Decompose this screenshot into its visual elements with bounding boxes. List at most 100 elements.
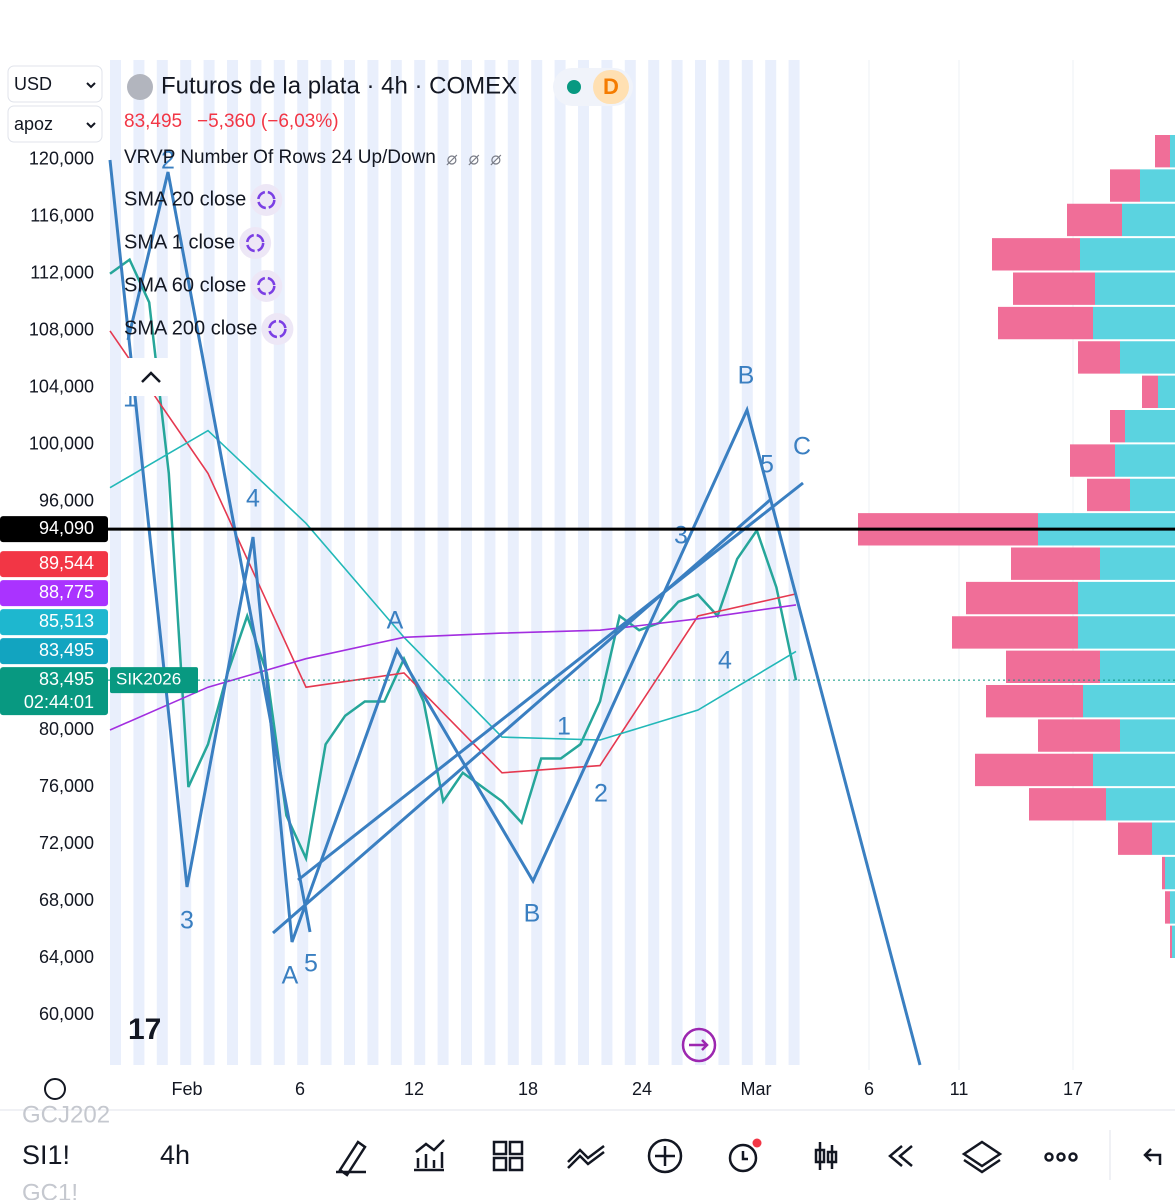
profile-up — [1095, 272, 1175, 305]
profile-down — [1029, 788, 1106, 821]
x-tick-label: 11 — [950, 1079, 969, 1099]
wave-label: 2 — [161, 147, 175, 175]
refresh-icon[interactable] — [257, 276, 276, 296]
more-button[interactable] — [1044, 1152, 1054, 1162]
y-tick-label: 120,000 — [29, 149, 94, 169]
refresh-icon-bg[interactable] — [250, 270, 283, 302]
y-tick-label: 116,000 — [30, 206, 94, 226]
hidden-icon[interactable] — [491, 155, 501, 165]
session-stripe — [367, 60, 379, 1065]
hidden-icon[interactable] — [469, 155, 479, 165]
indicators-button[interactable] — [414, 1139, 445, 1172]
profile-up — [1140, 169, 1175, 202]
profile-up — [1083, 685, 1175, 718]
y-tick-label: 64,000 — [39, 947, 94, 967]
chart-type-button[interactable] — [814, 1142, 838, 1170]
wave-drawings — [108, 159, 922, 1066]
indicator-label[interactable]: SMA 200 close — [124, 317, 257, 339]
collapse-button[interactable] — [125, 358, 175, 396]
profile-down — [986, 685, 1083, 718]
collapse-icon[interactable] — [141, 371, 161, 383]
session-stripe — [344, 60, 355, 1065]
profile-up — [1130, 478, 1175, 512]
add-icon[interactable] — [655, 1146, 675, 1166]
currency[interactable]: USD — [14, 74, 52, 94]
refresh-icon[interactable] — [245, 233, 265, 253]
indicator-label[interactable]: SMA 60 close — [124, 274, 246, 296]
more-button[interactable] — [1056, 1152, 1066, 1162]
session-stripe — [180, 60, 192, 1065]
prev-symbol[interactable]: GCJ202 — [22, 1101, 110, 1128]
jump-button[interactable] — [681, 1027, 717, 1063]
y-tick-label: 68,000 — [39, 890, 94, 910]
layout-button[interactable] — [492, 1140, 524, 1172]
profile-down — [966, 581, 1078, 615]
profile-up — [1120, 341, 1175, 374]
x-tick-label: 24 — [632, 1079, 652, 1099]
jump-icon[interactable] — [689, 1039, 709, 1051]
alert-button[interactable] — [728, 1143, 758, 1173]
profile-up — [1172, 925, 1175, 958]
session-stripe — [227, 60, 238, 1065]
profile-down — [1006, 650, 1100, 683]
countdown: 02:44:01 — [24, 692, 94, 712]
profile-up — [1165, 856, 1175, 890]
hidden-icon[interactable] — [447, 155, 457, 165]
refresh-icon-bg[interactable] — [250, 184, 283, 216]
hidden-icon-slash[interactable] — [468, 154, 480, 166]
wave-label: A — [282, 962, 299, 990]
interval[interactable]: 4h — [160, 1140, 190, 1170]
compare-button[interactable] — [567, 1145, 605, 1169]
session-stripe — [788, 60, 800, 1065]
alert-icon[interactable] — [741, 1151, 748, 1161]
settings-button[interactable] — [44, 1078, 66, 1100]
session-stripe — [461, 60, 472, 1065]
draw-button[interactable] — [336, 1140, 367, 1177]
profile-down — [1142, 375, 1158, 408]
refresh-icon-bg[interactable] — [239, 227, 272, 259]
profile-up — [1093, 306, 1175, 340]
indicator-label[interactable]: SMA 20 close — [124, 188, 246, 210]
unit[interactable]: apoz — [14, 114, 53, 134]
symbol[interactable]: SI1! — [22, 1140, 70, 1170]
refresh-icon[interactable] — [257, 190, 276, 210]
symbol-label-bg — [110, 667, 198, 694]
session-stripe — [390, 60, 402, 1065]
wave-label: 2 — [594, 780, 608, 808]
price-label-bg — [0, 580, 108, 607]
objects-button[interactable] — [961, 1140, 1003, 1174]
alert-dot — [752, 1138, 762, 1148]
indicator-label[interactable]: SMA 1 close — [124, 231, 235, 253]
badge-bg — [593, 70, 629, 104]
y-tick-label: 100,000 — [29, 434, 94, 454]
replay-button[interactable] — [888, 1145, 913, 1167]
currency-select[interactable]: USD — [7, 65, 103, 103]
indicator-label[interactable]: VRVP Number Of Rows 24 Up/Down — [124, 147, 436, 168]
profile-down — [1170, 925, 1172, 958]
hidden-icon-slash[interactable] — [446, 154, 458, 166]
unit-select[interactable]: apoz — [7, 105, 103, 143]
more-button[interactable] — [1068, 1152, 1078, 1162]
profile-up — [1078, 581, 1175, 615]
session-stripe — [578, 60, 589, 1065]
hidden-icon-slash[interactable] — [490, 154, 502, 166]
y-tick-label: 72,000 — [39, 833, 94, 853]
chart-title: Futuros de la plata · 4h · COMEX — [161, 72, 517, 99]
price-change: −5,360 (−6,03%) — [197, 111, 339, 132]
profile-up — [1106, 788, 1175, 821]
price-label: 83,495 — [39, 669, 94, 689]
session-stripe — [741, 60, 753, 1065]
profile-up — [1125, 410, 1175, 443]
profile-down — [1011, 547, 1100, 580]
price-label: 94,090 — [39, 518, 94, 538]
profile-down — [1067, 203, 1122, 237]
add-button[interactable] — [647, 1138, 683, 1174]
session-stripe — [531, 60, 543, 1065]
profile-up — [1152, 822, 1175, 855]
undo-button[interactable] — [1143, 1148, 1162, 1165]
price-label-bg — [0, 667, 108, 716]
refresh-icon[interactable] — [268, 319, 287, 339]
next-symbol[interactable]: GC1! — [22, 1179, 78, 1200]
refresh-icon-bg[interactable] — [261, 313, 294, 345]
